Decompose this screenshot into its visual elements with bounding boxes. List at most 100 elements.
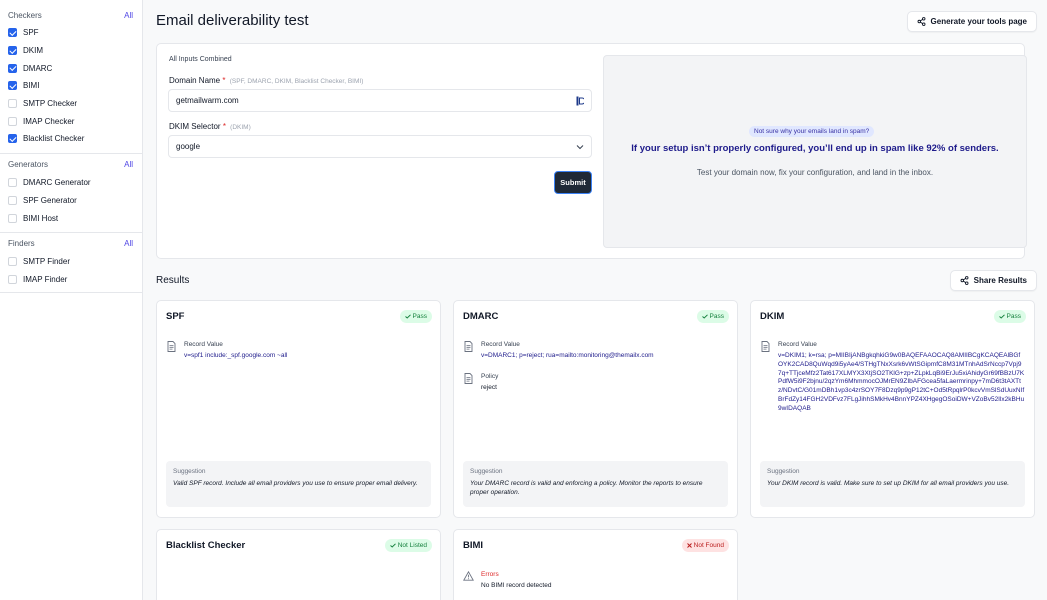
dkim-selector-label-text: DKIM Selector bbox=[169, 122, 221, 131]
status-text: Pass bbox=[1006, 313, 1021, 320]
sidebar-item-imap-checker[interactable]: IMAP Checker bbox=[0, 112, 142, 130]
checkbox[interactable] bbox=[8, 116, 17, 126]
sidebar-item-bimi-host[interactable]: BIMI Host bbox=[0, 209, 142, 227]
domain-name-input[interactable]: getmailwarm.com bbox=[168, 89, 592, 112]
checkbox[interactable] bbox=[8, 46, 17, 56]
check-icon bbox=[998, 314, 1005, 319]
domain-name-label-text: Domain Name bbox=[169, 76, 221, 85]
suggestion-text: Valid SPF record. Include all email prov… bbox=[173, 480, 418, 487]
sidebar-item-label: BIMI Host bbox=[23, 213, 59, 223]
sidebar-item-imap-finder[interactable]: IMAP Finder bbox=[0, 271, 142, 289]
checkbox[interactable] bbox=[8, 274, 17, 284]
share-results-button[interactable]: Share Results bbox=[949, 270, 1037, 291]
record-value-field: Record Value v=spf1 include:_spf.google.… bbox=[166, 341, 287, 361]
domain-name-label: Domain Name * (SPF, DMARC, DKIM, Blackli… bbox=[169, 76, 363, 85]
checkbox[interactable] bbox=[8, 28, 17, 38]
checkbox[interactable] bbox=[8, 81, 17, 91]
check-icon bbox=[701, 314, 708, 319]
checkbox[interactable] bbox=[8, 213, 17, 223]
bimi-result-card: BIMI Not Found Errors No BIMI record det… bbox=[453, 529, 738, 600]
card-title: Blacklist Checker bbox=[166, 540, 246, 551]
sidebar-item-spf-generator[interactable]: SPF Generator bbox=[0, 192, 142, 210]
dkim-result-card: DKIM Pass Record Value v=DKIM1; k=rsa; p… bbox=[750, 300, 1035, 518]
record-value-field: Record Value v=DMARC1; p=reject; rua=mai… bbox=[463, 341, 654, 361]
sidebar-item-smtp-finder[interactable]: SMTP Finder bbox=[0, 253, 142, 271]
required-marker: * bbox=[222, 76, 226, 85]
section-header-checkers: Checkers All bbox=[0, 8, 142, 22]
dkim-selector-value: google bbox=[176, 142, 201, 151]
sidebar-item-dmarc[interactable]: DMARC bbox=[0, 59, 142, 77]
errors-value: No BIMI record detected bbox=[481, 582, 552, 589]
status-badge: Pass bbox=[399, 310, 432, 323]
sidebar-item-dmarc-generator[interactable]: DMARC Generator bbox=[0, 174, 142, 192]
suggestion-text: Your DMARC record is valid and enforcing… bbox=[470, 480, 703, 496]
x-icon bbox=[686, 543, 692, 548]
sidebar-item-smtp-checker[interactable]: SMTP Checker bbox=[0, 95, 142, 113]
errors-label: Errors bbox=[481, 571, 499, 578]
sidebar-item-label: IMAP Finder bbox=[23, 274, 68, 284]
suggestion-box: Suggestion Valid SPF record. Include all… bbox=[166, 461, 431, 507]
status-text: Not Found bbox=[693, 542, 724, 549]
blacklist-result-card: Blacklist Checker Not Listed bbox=[156, 529, 441, 600]
sidebar-item-label: SPF bbox=[23, 28, 39, 38]
record-value: v=DKIM1; k=rsa; p=MIIBIjANBgkqhkiG9w0BAQ… bbox=[778, 352, 1025, 412]
suggestion-text: Your DKIM record is valid. Make sure to … bbox=[767, 480, 1010, 487]
checkbox[interactable] bbox=[8, 257, 17, 267]
record-value-field: Record Value v=DKIM1; k=rsa; p=MIIBIjANB… bbox=[760, 341, 1025, 413]
sidebar-item-label: SMTP Checker bbox=[23, 99, 78, 109]
select-all-checkers-link[interactable]: All bbox=[124, 10, 133, 20]
record-value: v=spf1 include:_spf.google.com ~all bbox=[184, 352, 288, 359]
field-label: Record Value bbox=[481, 341, 520, 348]
sidebar-item-bimi[interactable]: BIMI bbox=[0, 77, 142, 95]
sidebar-item-label: DKIM bbox=[23, 46, 43, 56]
policy-field: Policy reject bbox=[463, 373, 498, 393]
suggestion-title: Suggestion bbox=[470, 468, 503, 475]
sidebar-item-blacklist-checker[interactable]: Blacklist Checker bbox=[0, 130, 142, 148]
sidebar-item-dkim[interactable]: DKIM bbox=[0, 42, 142, 60]
required-marker: * bbox=[222, 122, 226, 131]
checkbox[interactable] bbox=[8, 195, 17, 205]
page-title: Email deliverability test bbox=[156, 12, 309, 29]
spf-result-card: SPF Pass Record Value v=spf1 include:_sp… bbox=[156, 300, 441, 518]
check-icon bbox=[389, 543, 396, 548]
submit-button[interactable]: Submit bbox=[554, 171, 592, 194]
section-title: Checkers bbox=[8, 10, 42, 20]
status-text: Not Listed bbox=[397, 542, 427, 549]
section-title: Generators bbox=[8, 160, 49, 170]
sidebar-item-label: SMTP Finder bbox=[23, 257, 70, 267]
sidebar-item-label: DMARC Generator bbox=[23, 178, 91, 188]
input-form-card: All Inputs Combined Domain Name * (SPF, … bbox=[156, 43, 1027, 259]
checkbox[interactable] bbox=[8, 63, 17, 73]
card-title: BIMI bbox=[463, 540, 484, 551]
checkbox[interactable] bbox=[8, 178, 17, 188]
promo-badge: Not sure why your emails land in spam? bbox=[749, 126, 875, 137]
sidebar-item-spf[interactable]: SPF bbox=[0, 24, 142, 42]
promo-panel: Not sure why your emails land in spam? I… bbox=[603, 55, 1027, 248]
field-label: Record Value bbox=[184, 341, 223, 348]
dmarc-result-card: DMARC Pass Record Value v=DMARC1; p=reje… bbox=[453, 300, 738, 518]
status-badge: Pass bbox=[993, 310, 1026, 323]
dkim-selector-select[interactable]: google bbox=[168, 135, 592, 158]
sidebar-item-label: IMAP Checker bbox=[23, 116, 75, 126]
suggestion-box: Suggestion Your DMARC record is valid an… bbox=[463, 461, 728, 507]
policy-value: reject bbox=[481, 384, 497, 391]
suggestion-title: Suggestion bbox=[767, 468, 800, 475]
document-icon bbox=[464, 341, 473, 352]
share-icon bbox=[917, 17, 925, 26]
field-label: Policy bbox=[481, 373, 499, 380]
document-icon bbox=[464, 373, 473, 384]
sidebar: Checkers All SPF DKIM DMARC BIMI SMTP Ch… bbox=[0, 0, 143, 600]
generate-tools-page-button[interactable]: Generate your tools page bbox=[906, 11, 1037, 32]
checkbox[interactable] bbox=[8, 134, 17, 144]
sidebar-item-label: SPF Generator bbox=[23, 195, 77, 205]
password-manager-icon[interactable] bbox=[576, 96, 584, 106]
dkim-selector-label: DKIM Selector * (DKIM) bbox=[169, 122, 251, 131]
select-all-finders-link[interactable]: All bbox=[124, 239, 133, 249]
checkbox[interactable] bbox=[8, 99, 17, 109]
select-all-generators-link[interactable]: All bbox=[124, 160, 133, 170]
section-header-generators: Generators All bbox=[0, 158, 142, 172]
domain-name-value: getmailwarm.com bbox=[176, 96, 239, 105]
status-badge: Pass bbox=[696, 310, 729, 323]
status-text: Pass bbox=[709, 313, 724, 320]
document-icon bbox=[167, 341, 176, 352]
